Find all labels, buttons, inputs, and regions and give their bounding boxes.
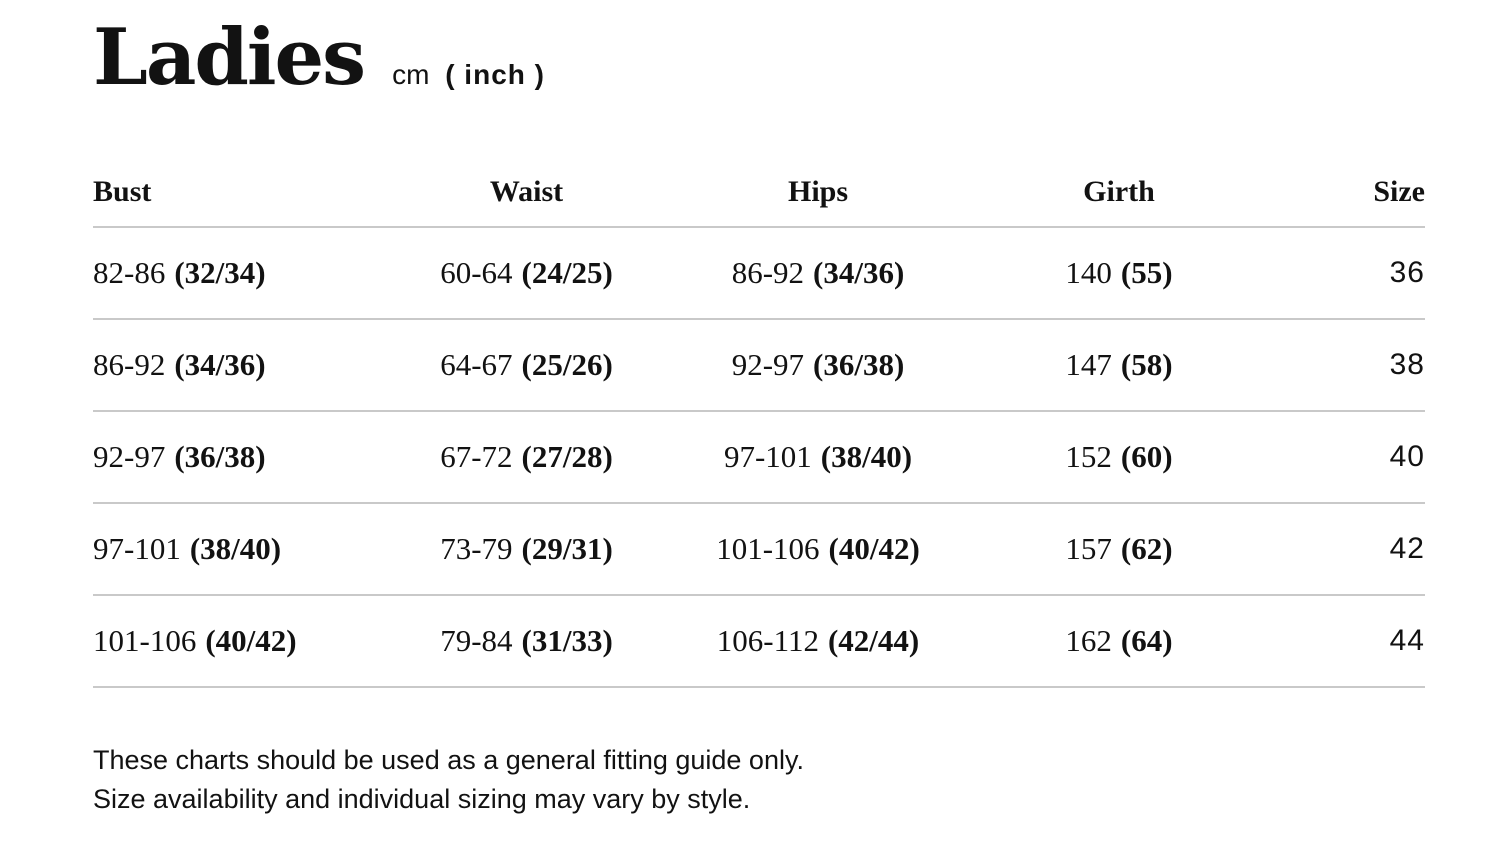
title-block: Ladies cm ( inch ) [93,12,545,103]
girth-cm-value: 147 [1065,347,1112,382]
girth-inch-value: (62) [1120,531,1173,566]
hips-cm-value: 86-92 [731,255,805,290]
footer-note: These charts should be used as a general… [93,741,804,819]
waist-inch-value: (31/33) [521,623,613,658]
waist-cell: 64-67 (25/26) [380,319,673,411]
bust-inch-value: (36/38) [174,439,266,474]
size-cell: 40 [1389,440,1425,473]
girth-cm-value: 162 [1065,623,1112,658]
hips-cell: 92-97 (36/38) [673,319,963,411]
hips-inch-value: (34/36) [813,255,905,290]
bust-cm-value: 101-106 [93,623,197,658]
waist-cell: 60-64 (24/25) [380,227,673,319]
waist-cm-value: 73-79 [440,531,513,566]
hips-cm-value: 101-106 [716,531,820,566]
bust-cm-value: 92-97 [93,439,166,474]
waist-inch-value: (27/28) [521,439,613,474]
bust-cell: 86-92 (34/36) [93,319,380,411]
bust-inch-value: (32/34) [174,255,266,290]
bust-cell: 101-106 (40/42) [93,595,380,687]
bust-inch-value: (34/36) [174,347,266,382]
column-header-girth: Girth [1083,175,1155,208]
column-header-bust: Bust [93,175,152,208]
table-header-row: Bust Waist Hips Girth Size [93,158,1425,227]
girth-cell: 152 (60) [963,411,1275,503]
table-row: 92-97 (36/38) 67-72 (27/28) 97-101 (38/40) … [93,411,1425,503]
column-header-waist: Waist [489,175,564,208]
hips-cm-value: 92-97 [731,347,805,382]
size-cell: 42 [1389,532,1425,565]
hips-cm-value: 97-101 [723,439,812,474]
girth-cell: 140 (55) [963,227,1275,319]
hips-inch-value: (36/38) [813,347,905,382]
table-row: 82-86 (32/34) 60-64 (24/25) 86-92 (34/36) 1… [93,227,1425,319]
hips-cell: 106-112 (42/44) [673,595,963,687]
girth-inch-value: (55) [1120,255,1173,290]
girth-cell: 162 (64) [963,595,1275,687]
hips-cm-value: 106-112 [716,623,819,658]
waist-inch-value: (25/26) [521,347,613,382]
girth-inch-value: (58) [1120,347,1173,382]
hips-cell: 101-106 (40/42) [673,503,963,595]
waist-cm-value: 60-64 [440,255,513,290]
unit-inch-label: ( inch ) [445,59,545,90]
table-row: 101-106 (40/42) 79-84 (31/33) 106-112 (42/4… [93,595,1425,687]
bust-cell: 82-86 (32/34) [93,227,380,319]
bust-inch-value: (38/40) [189,531,282,566]
size-cell: 38 [1389,348,1425,381]
page-title: Ladies [93,12,366,103]
size-cell: 44 [1389,624,1425,657]
footer-line-1: These charts should be used as a general… [93,745,804,775]
hips-inch-value: (42/44) [827,623,920,658]
waist-cell: 67-72 (27/28) [380,411,673,503]
girth-cell: 147 (58) [963,319,1275,411]
unit-label: cm ( inch ) [392,59,545,91]
girth-cell: 157 (62) [963,503,1275,595]
hips-cell: 97-101 (38/40) [673,411,963,503]
girth-cm-value: 140 [1065,255,1112,290]
waist-cell: 79-84 (31/33) [380,595,673,687]
column-header-size: Size [1373,175,1425,208]
girth-cm-value: 157 [1065,531,1112,566]
bust-inch-value: (40/42) [205,623,297,658]
waist-cm-value: 64-67 [440,347,513,382]
size-cell: 36 [1389,256,1425,289]
girth-inch-value: (64) [1120,623,1173,658]
footer-line-2: Size availability and individual sizing … [93,784,751,814]
hips-cell: 86-92 (34/36) [673,227,963,319]
waist-cm-value: 67-72 [440,439,513,474]
waist-cm-value: 79-84 [440,623,513,658]
ladies-size-table: Bust Waist Hips Girth Size 82-86 (32/34) … [93,158,1425,688]
girth-inch-value: (60) [1120,439,1173,474]
bust-cell: 92-97 (36/38) [93,411,380,503]
waist-inch-value: (24/25) [521,255,613,290]
bust-cm-value: 82-86 [93,255,166,290]
waist-inch-value: (29/31) [521,531,613,566]
column-header-hips: Hips [787,175,849,208]
hips-inch-value: (40/42) [828,531,920,566]
bust-cm-value: 86-92 [93,347,166,382]
bust-cm-value: 97-101 [93,531,181,566]
waist-cell: 73-79 (29/31) [380,503,673,595]
table-row: 86-92 (34/36) 64-67 (25/26) 92-97 (36/38) 1… [93,319,1425,411]
unit-cm-label: cm [392,59,430,90]
girth-cm-value: 152 [1065,439,1112,474]
table-row: 97-101 (38/40) 73-79 (29/31) 101-106 (40/42… [93,503,1425,595]
bust-cell: 97-101 (38/40) [93,503,380,595]
hips-inch-value: (38/40) [820,439,913,474]
